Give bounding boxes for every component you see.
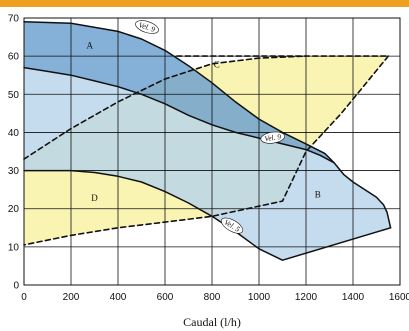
x-tick-label: 400 [110, 292, 127, 303]
x-tick-label: 1600 [389, 292, 409, 303]
curve-label-group: Vel. 9 [260, 131, 285, 144]
y-tick-label: 10 [8, 242, 20, 253]
dashed-boundary-line [23, 55, 307, 160]
y-tick-label: 70 [8, 14, 20, 25]
x-tick-label: 1000 [248, 292, 271, 303]
curve-label-background [135, 20, 159, 34]
curve-label-background [221, 217, 244, 234]
x-tick-label: 800 [204, 292, 221, 303]
region-label-c: C [214, 60, 220, 70]
y-tick-label: 0 [13, 281, 19, 292]
x-axis-title: Caudal (l/h) [183, 315, 241, 329]
curve-label-group: Vel. 9 [135, 20, 159, 34]
y-tick-label: 30 [8, 166, 20, 177]
x-tick-label: 1400 [342, 292, 365, 303]
region-b-area [24, 67, 391, 261]
y-tick-label: 20 [8, 204, 20, 215]
curves-layer [23, 21, 392, 261]
x-tick-label: 0 [21, 292, 27, 303]
x-tick-label: 200 [63, 292, 80, 303]
top-band [0, 0, 409, 7]
x-tick-label: 600 [157, 292, 174, 303]
y-tick-label: 50 [8, 90, 20, 101]
x-axis: 0 200 400 600 800 1000 1200 1400 1600 [21, 292, 409, 303]
curve-label: Vel. 9 [264, 132, 282, 143]
x-tick-label: 1200 [295, 292, 318, 303]
region-a-area [24, 21, 335, 163]
region-label-d: D [91, 193, 98, 203]
performance-curve [23, 66, 335, 164]
region-label-a: A [87, 41, 94, 51]
y-tick-label: 60 [8, 52, 20, 63]
region-label-b: B [315, 189, 321, 199]
y-axis: 0 10 20 30 40 50 60 70 [8, 14, 20, 292]
dashed-boundary-line [23, 55, 390, 246]
performance-curve [23, 21, 392, 229]
performance-curve [23, 169, 392, 261]
curve-label-background [260, 131, 285, 144]
y-tick-label: 40 [8, 128, 20, 139]
plot-frame [23, 17, 401, 286]
